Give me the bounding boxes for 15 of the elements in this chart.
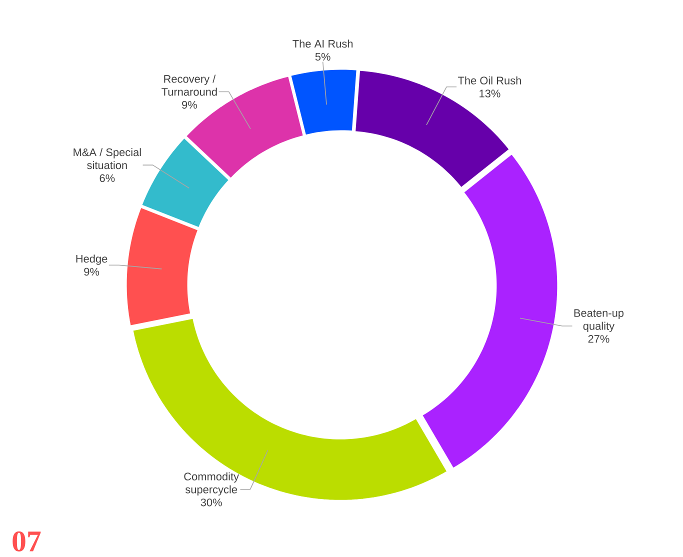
- slice-label: Commodity supercycle: [184, 472, 240, 496]
- data-label: 27%: [588, 335, 610, 343]
- data-label: 9%: [182, 100, 197, 109]
- data-label: 13%: [480, 90, 500, 98]
- text: 07: [12, 531, 41, 552]
- slice-label: M&A / Special situation: [74, 148, 141, 170]
- data-label: 30%: [200, 498, 222, 506]
- slice-label: The Oil Rush: [458, 76, 521, 84]
- slice-label: The AI Rush: [292, 40, 353, 48]
- slice-label: Beaten-up quality: [574, 309, 624, 332]
- data-label: 6%: [100, 174, 115, 182]
- data-label: 9%: [84, 268, 100, 276]
- slice-label: Recovery / Turnaround: [162, 74, 217, 96]
- data-label: 5%: [315, 52, 330, 61]
- slice-label: Hedge: [76, 254, 108, 265]
